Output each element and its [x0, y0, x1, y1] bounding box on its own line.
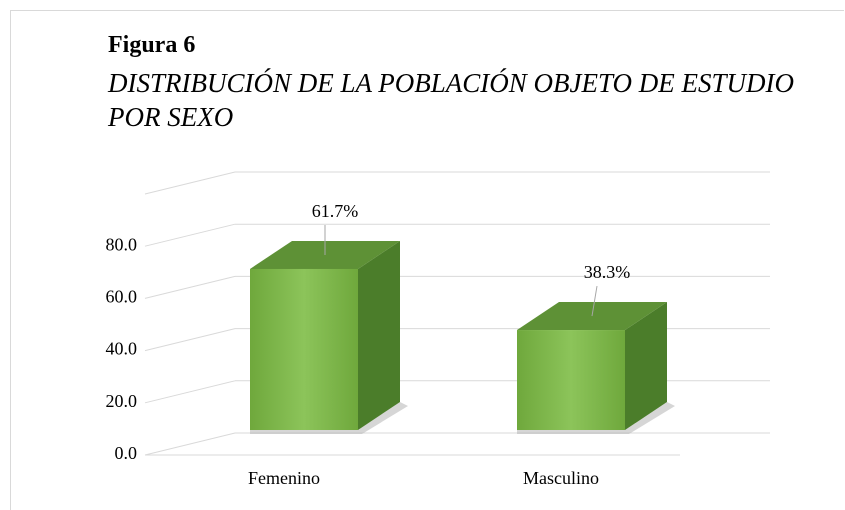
bar: [517, 330, 625, 430]
y-tick-label: 0.0: [115, 443, 138, 463]
bar-side: [625, 302, 667, 430]
chart-frame: [10, 10, 844, 510]
wall-edge: [144, 171, 236, 195]
bar-shadow: [250, 402, 408, 434]
bar-side: [358, 240, 400, 430]
x-tick-label: Femenino: [248, 468, 320, 488]
bar-top: [250, 240, 400, 269]
chart-title: Figura 6: [108, 32, 196, 58]
grid-line: [144, 223, 236, 247]
y-tick-label: 40.0: [106, 339, 138, 359]
grid-line: [144, 432, 236, 456]
x-tick-label: Masculino: [523, 468, 599, 488]
grid-line: [144, 275, 236, 299]
bar: [250, 268, 358, 430]
data-label: 61.7%: [312, 201, 359, 221]
y-tick-label: 20.0: [106, 391, 138, 411]
chart-subtitle: DISTRIBUCIÓN DE LA POBLACIÓN OBJETO DE E…: [108, 68, 794, 132]
y-tick-label: 80.0: [106, 234, 138, 254]
bar-shadow: [517, 402, 675, 434]
leader-line: [591, 285, 598, 317]
y-tick-label: 60.0: [106, 287, 138, 307]
grid-line: [144, 380, 236, 404]
data-label: 38.3%: [584, 262, 631, 282]
grid-line: [144, 328, 236, 352]
